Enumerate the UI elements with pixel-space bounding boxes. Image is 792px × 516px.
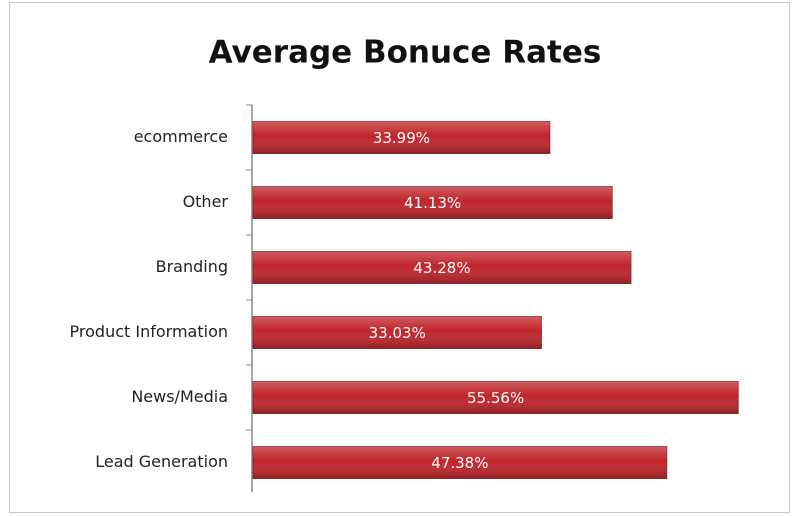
y-tick-label: Lead Generation [95,452,228,471]
bar-shade [253,251,631,284]
y-tick-label: News/Media [131,387,228,406]
bar-shade [253,316,542,349]
bar-shade [253,121,550,154]
y-tick-label: Product Information [70,322,228,341]
y-tick-label: Branding [156,257,228,276]
data-label: 33.03% [369,324,426,342]
bar-shade [253,186,613,219]
y-tick-label: Other [183,192,229,211]
bar-shade [253,446,667,479]
chart-title: Average Bonuce Rates [209,35,602,71]
data-label: 41.13% [404,194,461,212]
y-tick-label: ecommerce [134,127,228,146]
data-label: 47.38% [431,454,488,472]
data-label: 55.56% [467,389,524,407]
data-label: 33.99% [373,129,430,147]
data-label: 43.28% [413,259,470,277]
bar-shade [253,381,739,414]
